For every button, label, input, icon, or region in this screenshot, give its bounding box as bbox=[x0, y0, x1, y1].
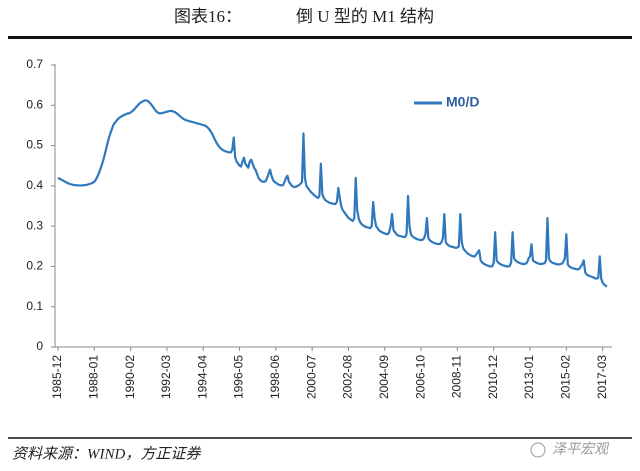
header-rule bbox=[8, 36, 632, 39]
x-tick-label: 2006-10 bbox=[413, 355, 427, 399]
source-note: 资料来源：WIND，方正证券 bbox=[12, 445, 201, 462]
watermark-icon bbox=[530, 442, 546, 458]
x-tick-label: 1985-12 bbox=[50, 355, 64, 399]
x-tick-label: 2015-02 bbox=[559, 355, 573, 399]
y-tick-label: 0.7 bbox=[26, 57, 43, 71]
x-tick-label: 1990-02 bbox=[123, 355, 137, 399]
legend-label: M0/D bbox=[446, 94, 479, 110]
y-tick-label: 0.6 bbox=[26, 97, 43, 111]
x-tick-label: 1996-05 bbox=[232, 355, 246, 399]
x-tick-label: 2013-01 bbox=[522, 355, 536, 399]
chart-title: 倒 U 型的 M1 结构 bbox=[296, 7, 434, 26]
x-tick-label: 2010-12 bbox=[486, 355, 500, 399]
x-tick-label: 2008-11 bbox=[450, 355, 464, 398]
y-tick-label: 0.1 bbox=[26, 299, 43, 313]
data-line bbox=[57, 99, 608, 288]
x-tick-label: 2004-09 bbox=[377, 355, 391, 399]
x-tick-label: 1994-04 bbox=[195, 355, 209, 399]
figure-label: 图表16： bbox=[174, 7, 242, 26]
x-tick-label: 2017-03 bbox=[595, 355, 609, 399]
y-tick-label: 0.2 bbox=[26, 259, 43, 273]
y-tick-label: 0.3 bbox=[26, 218, 43, 232]
x-tick-label: 1992-03 bbox=[159, 355, 173, 399]
x-tick-label: 1988-01 bbox=[86, 355, 100, 399]
x-tick-label: 2002-08 bbox=[341, 355, 355, 399]
y-tick-label: 0 bbox=[36, 339, 43, 353]
watermark: 泽平宏观 bbox=[552, 441, 610, 457]
x-tick-label: 2000-07 bbox=[304, 355, 318, 399]
x-tick-label: 1998-06 bbox=[268, 355, 282, 399]
y-tick-label: 0.4 bbox=[26, 178, 43, 192]
y-tick-label: 0.5 bbox=[26, 138, 43, 152]
